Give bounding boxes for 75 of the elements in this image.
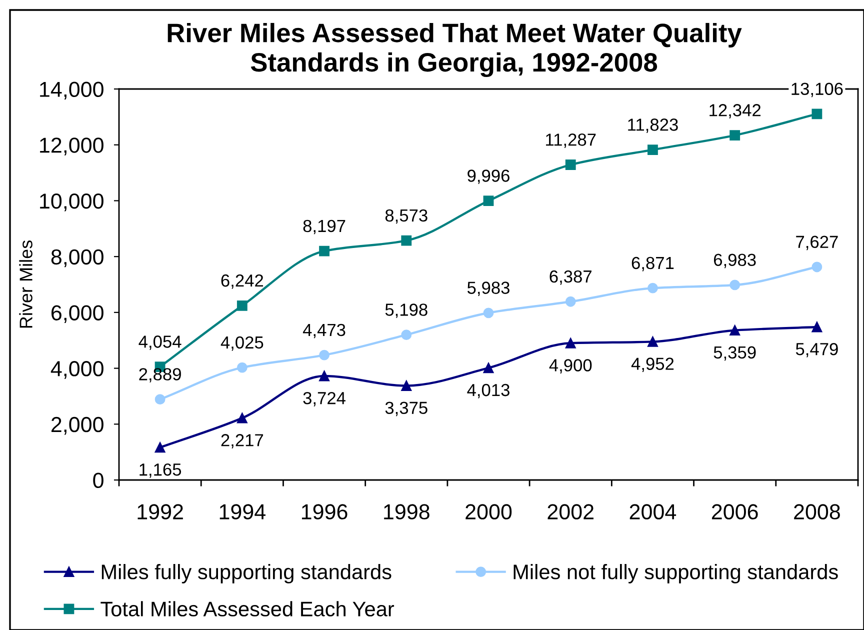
data-label: 4,473	[302, 324, 346, 338]
point	[648, 144, 658, 156]
point	[483, 362, 494, 374]
point	[565, 296, 576, 307]
point	[319, 370, 330, 382]
data-label: 13,106	[792, 82, 843, 98]
y-tick-label: 0	[93, 472, 104, 488]
point	[648, 336, 658, 347]
data-label: 8,197	[303, 220, 346, 234]
data-label: 4,013	[467, 384, 510, 398]
point	[236, 300, 248, 311]
x-tick-label: 2008	[794, 504, 840, 520]
x-tick-label: 1992	[138, 504, 183, 520]
point	[565, 160, 576, 170]
data-label: 6,871	[632, 256, 674, 272]
chart-title: River Miles Assessed That Meet Water Quality Standards in Georgia, 1992-2008	[168, 22, 742, 78]
data-label: 4,025	[220, 336, 264, 351]
y-axis-title: River Miles	[19, 240, 32, 328]
legend-label: Total Miles Assessed Each Year	[100, 601, 394, 616]
point	[648, 282, 658, 294]
data-label: 4,900	[549, 359, 592, 374]
data-label: 11,287	[546, 134, 596, 148]
data-label: 8,573	[385, 209, 428, 224]
point	[483, 196, 494, 206]
data-label: 4,054	[138, 336, 182, 350]
data-label: 11,823	[628, 118, 678, 133]
point	[812, 262, 822, 272]
x-tick-label: 2004	[630, 504, 676, 520]
point	[730, 280, 740, 290]
data-label: 3,375	[385, 402, 428, 416]
data-label: 2,217	[221, 434, 264, 448]
point	[483, 308, 494, 318]
x-tick-label: 1996	[302, 504, 348, 520]
x-tick-label: 2000	[466, 504, 512, 520]
data-label: 6,242	[221, 274, 264, 289]
point	[154, 394, 166, 405]
data-label: 9,996	[468, 170, 510, 184]
y-tick-label: 12,000	[40, 138, 104, 156]
x-tick-label: 2002	[548, 504, 594, 520]
data-label: 7,627	[796, 236, 838, 250]
data-label: 3,724	[303, 392, 346, 406]
point	[401, 380, 412, 391]
data-label: 12,342	[710, 104, 761, 118]
y-tick-label: 2,000	[51, 416, 104, 435]
data-label: 6,387	[550, 270, 592, 285]
point	[319, 350, 330, 360]
point	[319, 246, 330, 256]
point	[236, 412, 248, 424]
data-label: 5,983	[467, 282, 510, 296]
y-tick-label: 10,000	[40, 193, 104, 212]
point	[565, 338, 576, 348]
x-tick-label: 1998	[384, 504, 430, 520]
legend-label: Miles not fully supporting standards	[514, 564, 838, 584]
data-label: 6,983	[714, 254, 756, 268]
point	[812, 108, 822, 120]
x-tick-label: 1994	[220, 504, 266, 520]
point	[730, 325, 740, 336]
y-tick-label: 14,000	[40, 82, 104, 100]
data-label: 2,889	[139, 368, 181, 382]
point	[154, 442, 166, 453]
point	[236, 362, 248, 373]
point	[401, 235, 412, 246]
point	[401, 330, 412, 340]
point	[730, 130, 740, 141]
data-label: 5,479	[796, 342, 838, 358]
data-label: 4,952	[631, 358, 674, 372]
y-tick-label: 6,000	[52, 305, 104, 323]
data-label: 5,359	[714, 346, 756, 361]
x-tick-label: 2006	[712, 504, 758, 520]
data-label: 5,198	[385, 304, 428, 318]
y-tick-label: 4,000	[50, 361, 104, 379]
legend-label: Miles fully supporting standards	[102, 564, 392, 584]
data-label: 1,165	[140, 463, 182, 478]
point	[812, 322, 822, 332]
y-tick-label: 8,000	[51, 249, 104, 268]
